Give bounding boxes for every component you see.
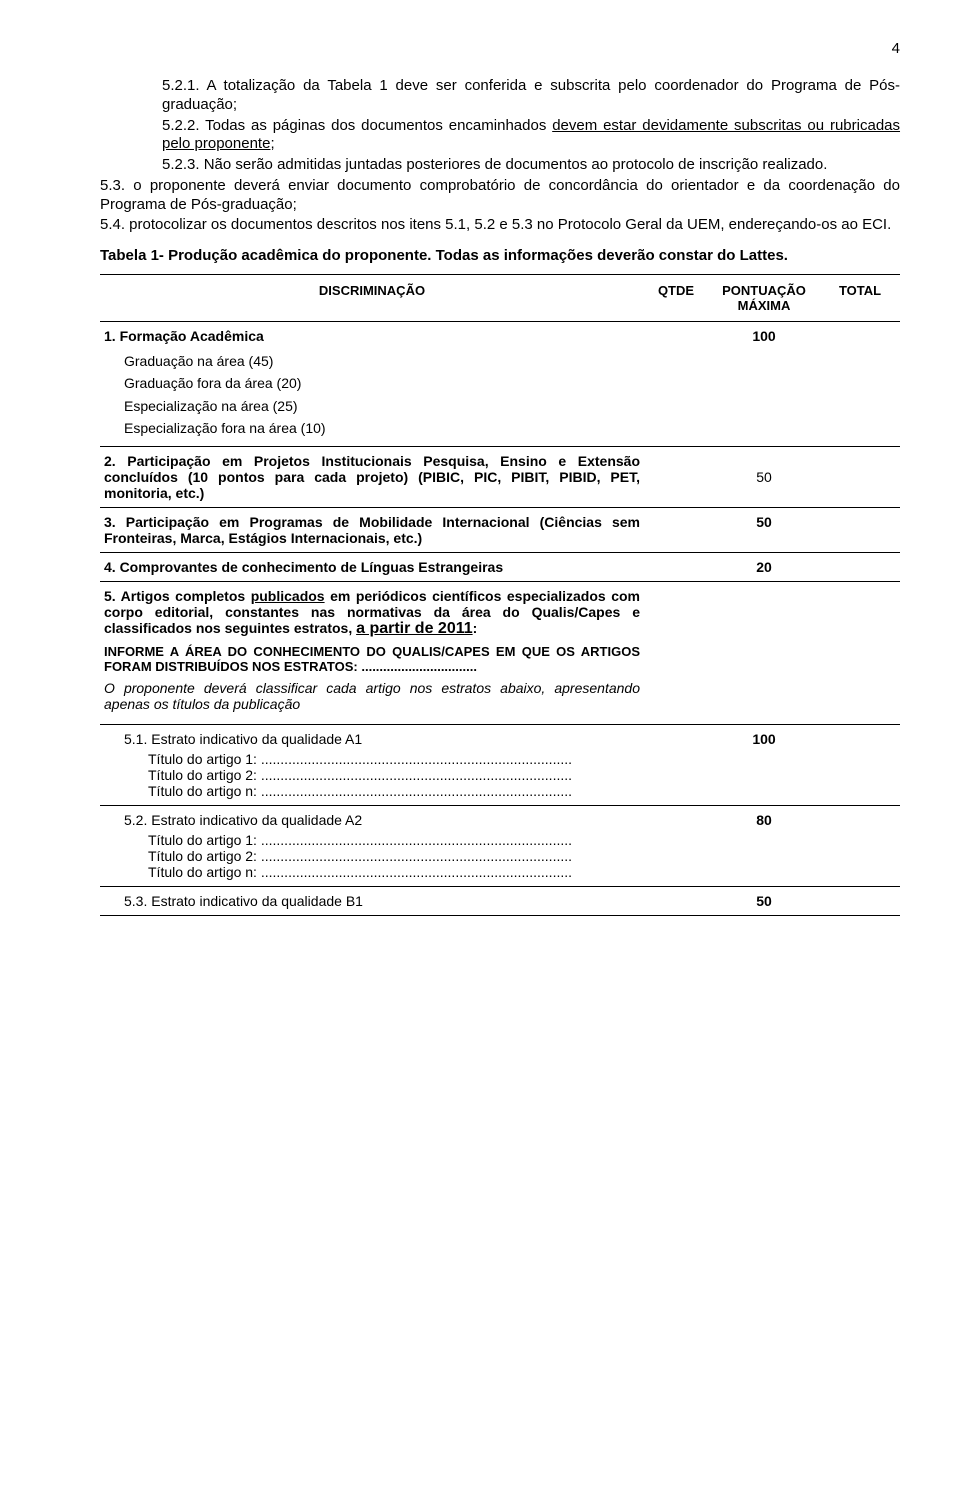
table-row: 3. Participação em Programas de Mobilida…: [100, 507, 900, 552]
row3-title: 3. Participação em Programas de Mobilida…: [104, 514, 640, 546]
row5-3-title: 5.3. Estrato indicativo da qualidade B1: [124, 893, 640, 909]
table-row: 4. Comprovantes de conhecimento de Língu…: [100, 552, 900, 581]
titulo-line: Título do artigo n: ....................…: [148, 864, 640, 880]
titulo-line: Título do artigo 2: ....................…: [148, 848, 640, 864]
row5-title: 5. Artigos completos publicados em perió…: [104, 588, 640, 638]
row1-sub: Especialização fora na área (10): [124, 417, 640, 439]
underline-text: a partir de 2011: [356, 620, 473, 637]
row2-score: 50: [708, 446, 820, 507]
header-discriminacao: DISCRIMINAÇÃO: [100, 275, 644, 322]
table-row: 2. Participação em Projetos Instituciona…: [100, 446, 900, 507]
row5-3-score: 50: [708, 886, 820, 915]
row5-2-score: 80: [708, 805, 820, 886]
table-row: 5.2. Estrato indicativo da qualidade A2 …: [100, 805, 900, 886]
row5-1-title: 5.1. Estrato indicativo da qualidade A1: [124, 731, 640, 747]
titulo-line: Título do artigo 1: ....................…: [148, 832, 640, 848]
item-5-4: 5.4. protocolizar os documentos descrito…: [100, 216, 900, 235]
item-5-3: 5.3. o proponente deverá enviar document…: [100, 177, 900, 215]
tabela-1-title: Tabela 1- Produção acadêmica do proponen…: [100, 247, 900, 264]
row5-classif: O proponente deverá classificar cada art…: [104, 680, 640, 712]
row3-score: 50: [708, 507, 820, 552]
table-header-row: DISCRIMINAÇÃO QTDE PONTUAÇÃO MÁXIMA TOTA…: [100, 275, 900, 322]
titulo-line: Título do artigo 2: ....................…: [148, 767, 640, 783]
row1-score: 100: [708, 322, 820, 447]
header-qtde: QTDE: [644, 275, 708, 322]
row4-score: 20: [708, 552, 820, 581]
item-5-2-1: 5.2.1. A totalização da Tabela 1 deve se…: [162, 77, 900, 115]
text: ;: [270, 135, 274, 152]
row5-informe: INFORME A ÁREA DO CONHECIMENTO DO QUALIS…: [104, 644, 640, 674]
page-number: 4: [100, 40, 900, 57]
titulo-line: Título do artigo n: ....................…: [148, 783, 640, 799]
underline-text: publicados: [251, 588, 325, 604]
row1-sub: Graduação fora da área (20): [124, 372, 640, 394]
text: 5.2.2. Todas as páginas dos documentos e…: [162, 117, 552, 134]
item-5-2-3: 5.2.3. Não serão admitidas juntadas post…: [162, 156, 900, 175]
row1-sub: Graduação na área (45): [124, 350, 640, 372]
header-pontuacao: PONTUAÇÃO MÁXIMA: [708, 275, 820, 322]
text: :: [473, 620, 478, 636]
row1-title: 1. Formação Acadêmica: [104, 328, 640, 344]
table-row: 5.3. Estrato indicativo da qualidade B1 …: [100, 886, 900, 915]
row1-sub: Especialização na área (25): [124, 395, 640, 417]
row5-2-title: 5.2. Estrato indicativo da qualidade A2: [124, 812, 640, 828]
row2-title: 2. Participação em Projetos Instituciona…: [104, 453, 640, 501]
titulo-line: Título do artigo 1: ....................…: [148, 751, 640, 767]
table-row: 5.1. Estrato indicativo da qualidade A1 …: [100, 724, 900, 805]
table-row: 5. Artigos completos publicados em perió…: [100, 581, 900, 724]
header-total: TOTAL: [820, 275, 900, 322]
text: 5. Artigos completos: [104, 588, 251, 604]
table-row: 1. Formação Acadêmica Graduação na área …: [100, 322, 900, 447]
tabela-1: DISCRIMINAÇÃO QTDE PONTUAÇÃO MÁXIMA TOTA…: [100, 274, 900, 916]
row4-title: 4. Comprovantes de conhecimento de Língu…: [104, 559, 640, 575]
item-5-2-2: 5.2.2. Todas as páginas dos documentos e…: [162, 117, 900, 155]
row5-1-score: 100: [708, 724, 820, 805]
